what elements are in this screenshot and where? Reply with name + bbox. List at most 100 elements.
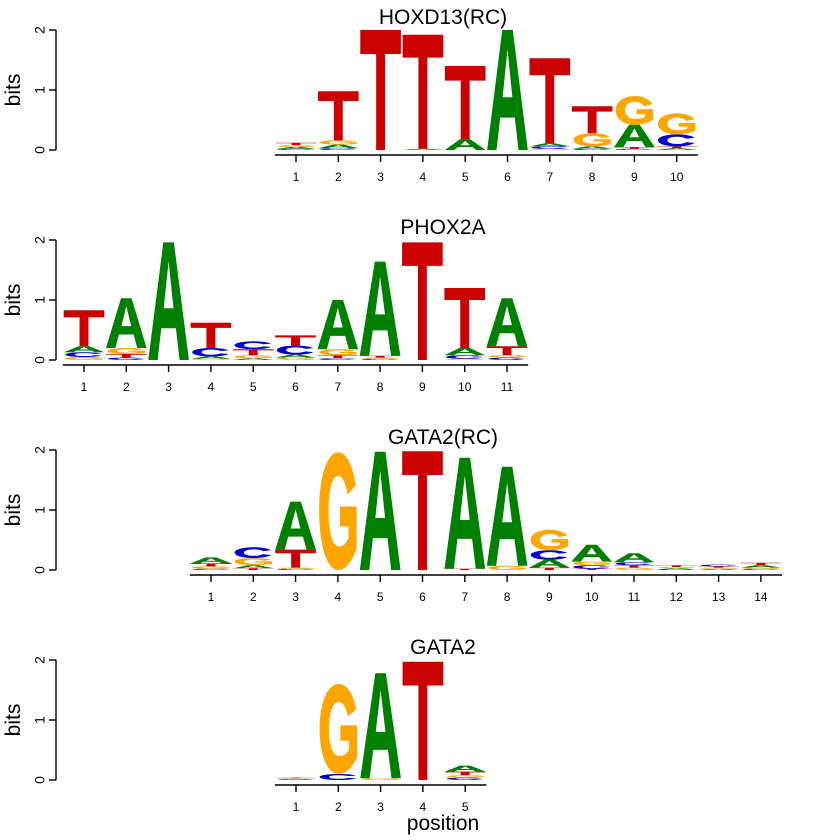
logo-letter-a	[190, 356, 232, 359]
y-tick-label: 0	[32, 356, 48, 364]
y-tick-label: 0	[32, 146, 48, 154]
logo-letter-a	[317, 300, 359, 350]
x-tick-label: 7	[334, 380, 341, 394]
logo-letter-c	[192, 568, 229, 570]
logo-letter-t	[275, 549, 316, 568]
logo-letter-c	[277, 778, 314, 780]
logo-letter-a	[444, 765, 486, 772]
logo-letter-t	[402, 451, 443, 570]
x-tick-label: 13	[712, 590, 726, 604]
logo-letter-a	[698, 568, 739, 570]
logo-letter-c	[699, 564, 737, 567]
logo-letter-c	[488, 357, 525, 360]
y-tick-label: 2	[32, 26, 48, 34]
logo-letter-a	[402, 148, 444, 150]
x-tick-label: 2	[123, 380, 130, 394]
x-tick-label: 3	[165, 380, 172, 394]
logo-letter-t	[360, 30, 401, 150]
logo-letter-c	[446, 355, 483, 359]
logo-letter-g	[276, 567, 315, 569]
logo-panel: HOXD13(RC) 0 1 2 bits 1 2 3 4 5 6 7 8 9 10	[2, 6, 698, 184]
logo-letter-t	[275, 142, 317, 146]
logo-letter-a	[359, 451, 401, 570]
logo-letter-c	[615, 148, 653, 150]
logo-letter-c	[615, 562, 652, 566]
x-tick-label: 10	[458, 380, 472, 394]
logo-letter-t	[190, 322, 232, 348]
logo-letter-a	[486, 298, 528, 347]
logo-letter-t	[444, 771, 486, 776]
x-tick-label: 11	[501, 380, 514, 394]
x-axis-label: position	[407, 812, 479, 835]
x-tick-label: 1	[81, 380, 88, 394]
logo-letter-t	[698, 566, 739, 568]
logo-letter-c	[319, 148, 357, 150]
logo-letter-g	[446, 775, 484, 778]
logo-letter-g	[319, 349, 357, 356]
logo-letter-c	[573, 148, 610, 150]
logo-letter-a	[656, 148, 698, 150]
x-tick-label: 9	[546, 590, 553, 604]
x-tick-label: 6	[419, 590, 426, 604]
logo-letter-g	[361, 778, 400, 780]
logo-letter-t	[444, 66, 486, 140]
panel-title: HOXD13(RC)	[379, 6, 507, 29]
x-tick-label: 12	[670, 590, 684, 604]
logo-letter-c	[530, 550, 568, 560]
x-tick-label: 1	[293, 800, 300, 814]
logo-letter-t	[740, 562, 782, 566]
x-tick-label: 8	[377, 380, 384, 394]
x-tick-label: 4	[335, 590, 342, 604]
logo-letter-a	[148, 242, 189, 360]
logo-letter-c	[234, 547, 272, 558]
logo-letter-g	[615, 96, 654, 125]
x-tick-label: 6	[292, 380, 299, 394]
logo-letter-c	[319, 358, 356, 360]
x-tick-label: 14	[754, 590, 768, 604]
logo-letter-c	[65, 352, 102, 357]
logo-letter-g	[742, 567, 780, 569]
logo-letter-t	[105, 354, 147, 358]
logo-letter-t	[317, 355, 359, 359]
logo-letter-t	[656, 146, 698, 149]
logo-letter-c	[446, 777, 484, 780]
x-tick-label: 5	[377, 590, 384, 604]
logo-letter-g	[531, 148, 569, 150]
logo-letter-g	[446, 358, 484, 360]
x-tick-label: 7	[461, 590, 468, 604]
logo-letter-g	[319, 684, 357, 774]
logo-letter-a	[571, 544, 613, 562]
x-tick-label: 9	[419, 380, 426, 394]
logo-letter-g	[361, 357, 399, 359]
x-tick-label: 10	[670, 170, 684, 184]
y-tick-label: 0	[32, 566, 48, 574]
logo-letter-a	[444, 139, 486, 150]
logo-letter-c	[192, 348, 229, 357]
logo-letter-g	[277, 145, 315, 147]
x-tick-label: 1	[293, 170, 300, 184]
logo-letter-g	[657, 567, 695, 569]
logo-letter-g	[107, 348, 145, 354]
panel-title: PHOX2A	[400, 216, 485, 239]
logo-letter-a	[529, 559, 570, 568]
logo-letter-c	[531, 146, 568, 149]
logo-letter-c	[573, 565, 610, 569]
x-tick-label: 1	[208, 590, 215, 604]
logo-letter-g	[319, 452, 357, 570]
logo-letter-t	[275, 335, 316, 346]
x-tick-label: 10	[585, 590, 599, 604]
logo-letter-g	[488, 355, 526, 358]
logo-letter-a	[275, 147, 317, 149]
logo-letter-g	[658, 113, 696, 135]
logo-letter-a	[571, 146, 613, 149]
logo-letter-g	[319, 140, 357, 145]
logo-letter-t	[402, 242, 443, 360]
logo-letter-g	[573, 133, 611, 147]
y-tick-label: 1	[32, 86, 48, 94]
logo-letter-g	[277, 778, 315, 779]
logo-letter-t	[402, 661, 444, 780]
y-axis-label: bits	[2, 74, 25, 107]
logo-letter-a	[275, 779, 317, 780]
y-tick-label: 2	[32, 446, 48, 454]
